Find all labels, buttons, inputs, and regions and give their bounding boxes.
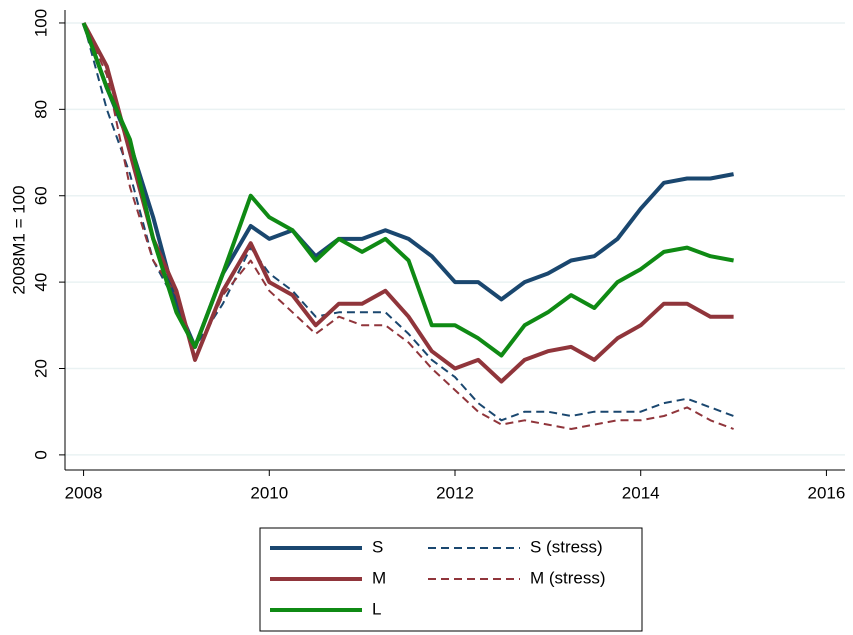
y-axis-label: 2008M1 = 100 xyxy=(9,185,28,294)
series-line xyxy=(81,22,734,358)
y-tick-label: 100 xyxy=(31,9,50,37)
x-tick-label: 2012 xyxy=(436,483,474,502)
x-tick-label: 2014 xyxy=(622,483,660,502)
y-tick-label: 20 xyxy=(31,359,50,378)
series-line xyxy=(82,22,734,430)
y-tick-label: 60 xyxy=(31,186,50,205)
series-line xyxy=(81,22,734,384)
legend-label: S (stress) xyxy=(530,537,603,556)
series-line xyxy=(81,22,734,349)
x-tick-label: 2010 xyxy=(250,483,288,502)
y-tick-label: 80 xyxy=(31,100,50,119)
y-tick-label: 40 xyxy=(31,273,50,292)
legend-label: S xyxy=(372,537,383,556)
y-tick-label: 0 xyxy=(31,450,50,459)
legend-label: M (stress) xyxy=(530,568,606,587)
legend-label: M xyxy=(372,568,386,587)
series-line xyxy=(82,22,734,422)
x-tick-label: 2008 xyxy=(65,483,103,502)
legend-label: L xyxy=(372,599,381,618)
x-tick-label: 2016 xyxy=(808,483,846,502)
